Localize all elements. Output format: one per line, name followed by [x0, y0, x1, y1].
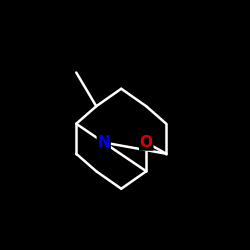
Text: O: O — [140, 135, 153, 150]
Text: N: N — [98, 135, 110, 150]
